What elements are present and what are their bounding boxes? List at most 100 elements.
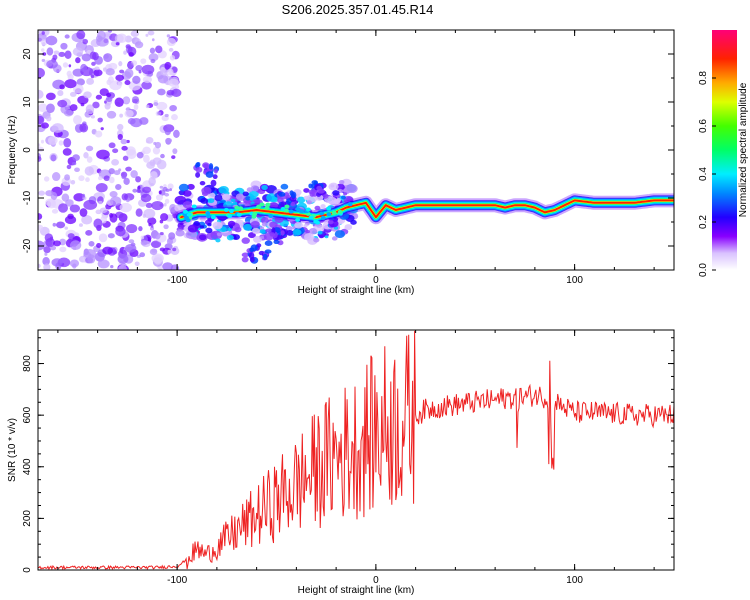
- noise-speck: [164, 198, 170, 204]
- noise-speck: [78, 175, 85, 182]
- noise-speck: [79, 208, 88, 217]
- colorbar-tick-label: 0.0: [698, 263, 709, 277]
- noise-speck: [121, 145, 128, 151]
- spectral-blob: [208, 163, 214, 170]
- spectral-blob: [344, 224, 353, 231]
- noise-speck: [95, 35, 103, 43]
- ridge-highlight: [319, 211, 325, 216]
- snr-ytick-label: 200: [22, 510, 33, 527]
- spectral-blob: [250, 220, 260, 229]
- noise-speck: [57, 99, 68, 108]
- spectral-blob: [178, 183, 190, 192]
- noise-speck: [72, 154, 80, 161]
- spectral-blob: [241, 237, 250, 244]
- noise-speck: [70, 240, 82, 251]
- spectral-blob: [182, 201, 193, 209]
- spectral-blob: [292, 228, 302, 236]
- spectral-blob: [260, 217, 269, 224]
- spectral-blob: [183, 190, 192, 197]
- ridge-highlight: [288, 209, 294, 214]
- noise-speck: [55, 221, 66, 229]
- spectral-blob: [311, 180, 318, 185]
- noise-speck: [81, 214, 93, 225]
- noise-speck: [45, 115, 52, 122]
- ridge-highlight: [227, 213, 233, 218]
- noise-speck: [82, 38, 89, 45]
- noise-speck: [46, 59, 58, 69]
- noise-speck: [64, 174, 70, 181]
- noise-speck: [104, 102, 111, 110]
- ridge-highlight: [186, 212, 192, 217]
- noise-speck: [40, 139, 45, 144]
- noise-speck: [38, 224, 44, 231]
- ridge-highlight: [234, 205, 240, 210]
- noise-speck: [42, 52, 47, 56]
- spectral-blob: [320, 204, 326, 209]
- noise-speck: [66, 164, 72, 170]
- spectral-blob: [265, 228, 273, 233]
- noise-speck: [137, 185, 141, 190]
- noise-speck: [104, 100, 107, 104]
- noise-speck: [164, 127, 171, 136]
- noise-speck: [38, 103, 48, 113]
- ridge-highlight: [326, 212, 332, 217]
- noise-speck: [41, 31, 45, 35]
- noise-speck: [169, 55, 176, 61]
- noise-speck: [85, 104, 95, 115]
- noise-speck: [98, 200, 103, 205]
- noise-speck: [97, 259, 110, 269]
- noise-speck: [147, 30, 155, 36]
- spectral-blob: [260, 235, 265, 239]
- noise-speck: [112, 250, 118, 255]
- snr-series-line: [38, 330, 674, 570]
- noise-speck: [166, 68, 174, 76]
- spectral-blob: [212, 221, 223, 230]
- noise-speck: [110, 264, 114, 269]
- noise-speck: [125, 166, 132, 172]
- noise-speck: [83, 199, 98, 210]
- noise-speck: [108, 176, 115, 184]
- spectral-blob: [241, 256, 249, 263]
- noise-speck: [40, 122, 49, 129]
- ridge-band: [180, 199, 674, 219]
- noise-speck: [47, 136, 58, 145]
- noise-speck: [119, 202, 132, 213]
- noise-speck: [130, 118, 143, 128]
- spectral-blob: [227, 227, 232, 232]
- noise-speck: [100, 215, 107, 224]
- ridge-highlight: [308, 215, 314, 220]
- snr-ylabel: SNR (10 * v/v): [7, 418, 18, 482]
- spectral-blob: [305, 229, 310, 234]
- noise-speck: [154, 141, 162, 149]
- noise-speck: [116, 33, 127, 44]
- noise-speck: [38, 240, 45, 251]
- spectral-blob: [198, 234, 207, 241]
- noise-speck: [93, 218, 103, 229]
- ridge-highlight: [315, 220, 321, 225]
- spectrogram-xtick-label: 100: [566, 275, 583, 286]
- colorbar-label: Normalized spectral amplitude: [738, 82, 749, 217]
- spectral-blob: [280, 183, 289, 190]
- noise-speck: [125, 44, 131, 49]
- noise-speck: [94, 130, 103, 138]
- snr-xtick-label: -100: [167, 575, 187, 586]
- ridge-highlight: [205, 214, 211, 219]
- spectral-blob: [210, 179, 217, 187]
- noise-speck: [159, 247, 166, 252]
- noise-speck: [106, 110, 117, 119]
- spectral-blob: [313, 237, 320, 243]
- spectrogram-ytick-label: -10: [22, 190, 33, 205]
- noise-speck: [92, 101, 100, 109]
- noise-speck: [142, 186, 152, 194]
- noise-speck: [60, 42, 68, 50]
- noise-speck: [117, 254, 129, 264]
- noise-speck: [158, 190, 162, 195]
- noise-speck: [143, 208, 156, 219]
- noise-speck: [51, 208, 59, 214]
- spectral-blob: [247, 232, 256, 239]
- colorbar: [712, 30, 737, 270]
- noise-speck: [66, 70, 72, 77]
- noise-speck: [151, 200, 164, 211]
- noise-speck: [67, 233, 75, 239]
